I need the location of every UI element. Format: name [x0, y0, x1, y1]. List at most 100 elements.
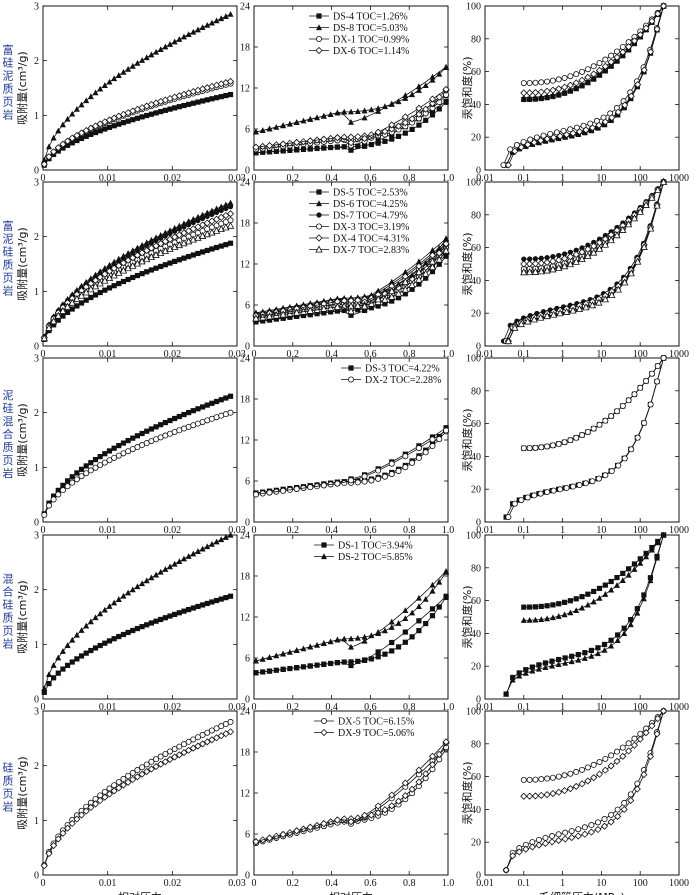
adsorption-series-1-point — [125, 276, 131, 283]
isotherm-adsorption-1-point — [389, 648, 395, 654]
isotherm-adsorption-4-point — [354, 133, 362, 141]
mercury-extrusion-6-point — [624, 220, 633, 228]
mercury-panel: 0.01 0.1 1 10 100 1000 0 20 40 60 80 100 汞饱和度(%) 毛细管压… — [460, 707, 689, 895]
isotherm-adsorption-6-point — [435, 255, 443, 263]
adsorption-series-1-point — [195, 603, 201, 610]
x-tick-label: 0.03 — [228, 173, 246, 184]
mercury-panel: 0.01 0.1 1 10 100 1000 0 20 40 60 80 100 汞饱和度(%) — [460, 531, 689, 714]
adsorption-series-2-point — [190, 28, 197, 35]
mercury-extrusion-2-point — [619, 402, 626, 409]
adsorption-series-1-point — [69, 140, 75, 146]
x-tick-label: 0.03 — [228, 878, 246, 889]
legend-marker — [315, 223, 322, 230]
y-tick-label: 12 — [240, 789, 250, 800]
mercury-intrusion-2-point — [541, 839, 550, 847]
y-tick-label: 6 — [245, 830, 250, 841]
x-tick-label: 0.4 — [325, 878, 338, 889]
isotherm-desorption-4-point — [265, 142, 274, 150]
x-tick-label: 0.1 — [518, 173, 531, 184]
mercury-extrusion-2-point — [636, 735, 644, 743]
mercury-intrusion-4-point — [582, 126, 590, 134]
mercury-extrusion-2-point — [549, 442, 556, 449]
adsorption-series-5-point — [157, 240, 165, 248]
isotherm-adsorption-2-point — [341, 108, 348, 115]
adsorption-series-2-point — [213, 17, 220, 24]
row-label: 富硅泥质页岩 — [3, 43, 14, 122]
y-tick-label: 100 — [466, 2, 481, 13]
mercury-intrusion-4-point — [634, 81, 642, 89]
isotherm-adsorption-2-point — [381, 103, 388, 110]
isotherm-adsorption-2-point — [395, 467, 402, 474]
adsorption-series-6-point — [175, 241, 183, 249]
mercury-extrusion-1-point — [544, 775, 551, 782]
isotherm-desorption-2-point — [334, 109, 341, 116]
mercury-intrusion-1-point — [641, 592, 647, 598]
adsorption-series-1-point — [158, 263, 164, 270]
mercury-intrusion-2-point — [646, 752, 655, 761]
adsorption-series-1-point — [176, 413, 182, 420]
adsorption-series-2-point — [106, 78, 113, 85]
adsorption-series-2-point — [208, 736, 216, 744]
x-tick-label: 1.0 — [442, 878, 455, 889]
adsorption-series-1-point — [153, 265, 159, 271]
mercury-intrusion-2-point — [654, 378, 661, 385]
adsorption-series-1-point — [120, 440, 127, 446]
isotherm-desorption-2-point — [415, 83, 422, 90]
adsorption-series-3-point — [176, 226, 182, 232]
isotherm-desorption-1-point — [280, 315, 286, 321]
isotherm-desorption-2-point — [401, 779, 409, 787]
plot-frame — [484, 181, 680, 347]
isotherm-desorption-1-point — [253, 670, 259, 676]
y-axis-title: 吸附量(cm³/g) — [15, 756, 29, 829]
isotherm-desorption-1-point — [321, 310, 327, 316]
adsorption-series-5-point — [133, 251, 141, 259]
isotherm-desorption-2-point — [375, 628, 382, 635]
isotherm-adsorption-1-point — [402, 130, 408, 136]
adsorption-series-5-point — [124, 256, 132, 264]
mercury-extrusion-2-point — [643, 553, 650, 560]
y-tick-label: 40 — [471, 276, 481, 287]
isotherm-adsorption-1-point — [355, 658, 361, 664]
mercury-extrusion-6-point — [572, 257, 580, 265]
mercury-intrusion-1-point — [569, 653, 575, 659]
adsorption-series-2-point — [105, 790, 114, 798]
y-tick-label: 18 — [240, 395, 250, 406]
x-tick-label: 0.8 — [403, 525, 416, 536]
mercury-extrusion-1-point — [532, 604, 539, 610]
adsorption-series-2-point — [227, 199, 234, 206]
mercury-extrusion-3-point — [556, 252, 562, 259]
isotherm-adsorption-6-point — [388, 292, 396, 300]
isotherm-desorption-1-point — [253, 319, 259, 325]
isotherm-desorption-2-point — [252, 838, 260, 846]
mercury-extrusion-6-point — [560, 262, 569, 270]
mercury-extrusion-4-point — [630, 37, 639, 45]
mercury-intrusion-4-point — [627, 92, 635, 100]
x-tick-label: 0.02 — [164, 349, 182, 360]
adsorption-series-1-point — [190, 736, 197, 743]
isotherm-desorption-2-point — [293, 647, 300, 653]
isotherm-adsorption-1-point — [382, 138, 388, 144]
adsorption-series-6-point — [59, 306, 67, 314]
adsorption-series-2-point — [133, 773, 141, 781]
adsorption-series-4-point — [91, 122, 100, 130]
adsorption-series-2-point — [204, 209, 211, 216]
mercury-intrusion-3-point — [540, 132, 547, 139]
mercury-extrusion-1-point — [619, 744, 626, 751]
adsorption-series-2-point — [101, 82, 108, 88]
mercury-intrusion-3-point — [547, 130, 554, 137]
legend-marker — [315, 46, 323, 55]
isotherm-desorption-1-point — [389, 639, 395, 646]
mercury-intrusion-3-point — [513, 142, 520, 149]
mercury-extrusion-2-point — [659, 707, 668, 715]
adsorption-series-1-point — [213, 398, 220, 405]
adsorption-series-2-point — [180, 33, 187, 40]
isotherm-panel: 0 0.2 0.4 0.6 0.8 1.0 0 6 12 18 24 DS-1 TOC=3.94%DS… — [240, 531, 454, 714]
mercury-intrusion-1-point — [615, 632, 621, 638]
adsorption-series-1-point — [130, 435, 136, 441]
isotherm-desorption-2-point — [279, 830, 287, 839]
adsorption-series-2-point — [139, 57, 146, 63]
mercury-extrusion-1-point — [521, 604, 527, 610]
adsorption-series-2-point — [222, 13, 229, 19]
adsorption-series-1-point — [176, 743, 183, 750]
